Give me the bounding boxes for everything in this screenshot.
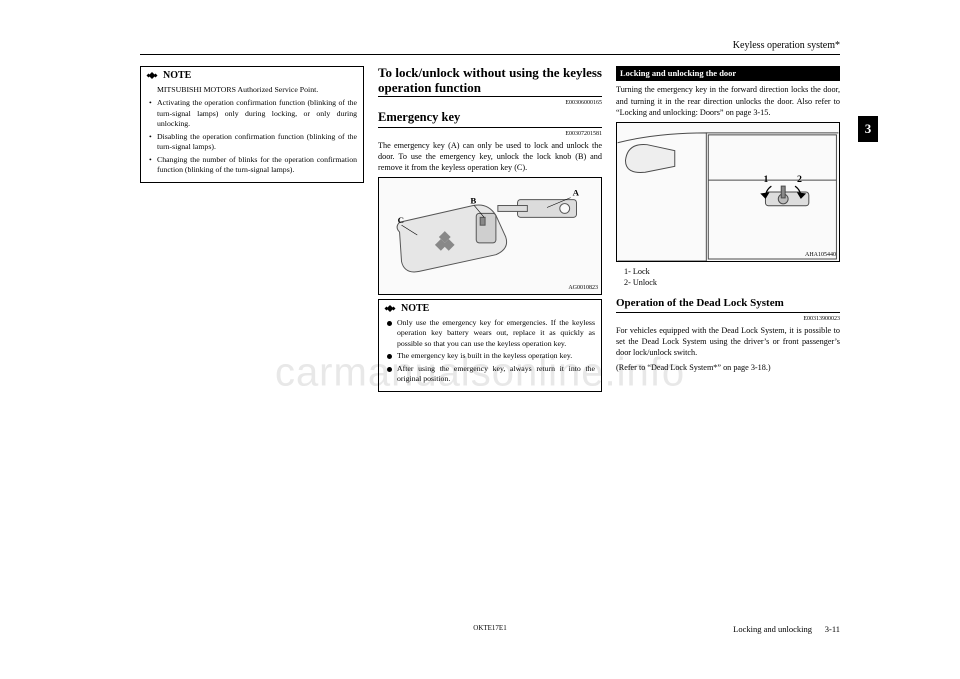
- note-box-1: NOTE MITSUBISHI MOTORS Authorized Servic…: [140, 66, 364, 183]
- note-label: NOTE: [401, 302, 429, 316]
- section-heading-lock-unlock: To lock/unlock without using the keyless…: [378, 66, 602, 97]
- figure-legend: 1- Lock 2- Unlock: [624, 266, 840, 288]
- subheading-bar: Locking and unlocking the door: [616, 66, 840, 81]
- note-header-1: NOTE: [141, 67, 363, 83]
- subsection-emergency-key: Emergency key: [378, 109, 602, 128]
- note-icon: [145, 71, 159, 80]
- body-paragraph: For vehicles equipped with the Dead Lock…: [616, 325, 840, 358]
- body-paragraph: (Refer to “Dead Lock System*” on page 3-…: [616, 362, 840, 373]
- ref-code: E00307201581: [378, 130, 602, 138]
- ref-code: E00306000165: [378, 99, 602, 107]
- note-item: Changing the number of blinks for the op…: [147, 155, 357, 176]
- note-header-2: NOTE: [379, 300, 601, 316]
- footer-right: Locking and unlocking 3-11: [733, 624, 840, 634]
- figure-label-1: 1: [763, 174, 768, 185]
- ref-code: E00313900023: [616, 315, 840, 323]
- page: Keyless operation system* 3 NOTE MITSUBI…: [140, 60, 840, 620]
- note-box-2: NOTE Only use the emergency key for emer…: [378, 299, 602, 392]
- door-illustration: 1 2: [617, 123, 839, 261]
- column-2: To lock/unlock without using the keyless…: [378, 66, 602, 398]
- note-item: Activating the operation confirmation fu…: [147, 98, 357, 130]
- figure-keyfob: A B C AG0010823: [378, 177, 602, 295]
- body-paragraph: The emergency key (A) can only be used t…: [378, 140, 602, 173]
- note-body-1: MITSUBISHI MOTORS Authorized Service Poi…: [141, 83, 363, 182]
- note-icon: [383, 304, 397, 313]
- note-body-2: Only use the emergency key for emergenci…: [379, 316, 601, 391]
- header-rule: [140, 54, 840, 55]
- page-header-title: Keyless operation system*: [733, 40, 840, 51]
- note-item: Disabling the operation confirmation fun…: [147, 132, 357, 153]
- figure-label-c: C: [398, 215, 404, 225]
- keyfob-illustration: A B C: [379, 178, 601, 294]
- figure-code: AG0010823: [568, 284, 598, 292]
- footer-page-number: 3-11: [825, 624, 840, 634]
- note-item: After using the emergency key, always re…: [385, 364, 595, 385]
- subsection-dead-lock: Operation of the Dead Lock System: [616, 296, 840, 313]
- note-label: NOTE: [163, 69, 191, 83]
- figure-label-a: A: [573, 188, 580, 198]
- figure-label-2: 2: [797, 174, 802, 185]
- body-paragraph: Turning the emergency key in the forward…: [616, 84, 840, 117]
- figure-code: AHA105440: [805, 251, 836, 259]
- note-item: The emergency key is built in the keyles…: [385, 351, 595, 362]
- chapter-tab: 3: [858, 116, 878, 142]
- content-columns: NOTE MITSUBISHI MOTORS Authorized Servic…: [140, 66, 840, 398]
- note-item: Only use the emergency key for emergenci…: [385, 318, 595, 350]
- footer-section-name: Locking and unlocking: [733, 624, 812, 634]
- figure-door-lock: 1 2 AHA105440: [616, 122, 840, 262]
- legend-item: 1- Lock: [624, 266, 840, 277]
- column-1: NOTE MITSUBISHI MOTORS Authorized Servic…: [140, 66, 364, 398]
- column-3: Locking and unlocking the door Turning t…: [616, 66, 840, 398]
- footer-doc-code: OKTE17E1: [473, 624, 506, 632]
- figure-label-b: B: [470, 196, 476, 206]
- legend-item: 2- Unlock: [624, 277, 840, 288]
- note-lead-text: MITSUBISHI MOTORS Authorized Service Poi…: [147, 85, 357, 96]
